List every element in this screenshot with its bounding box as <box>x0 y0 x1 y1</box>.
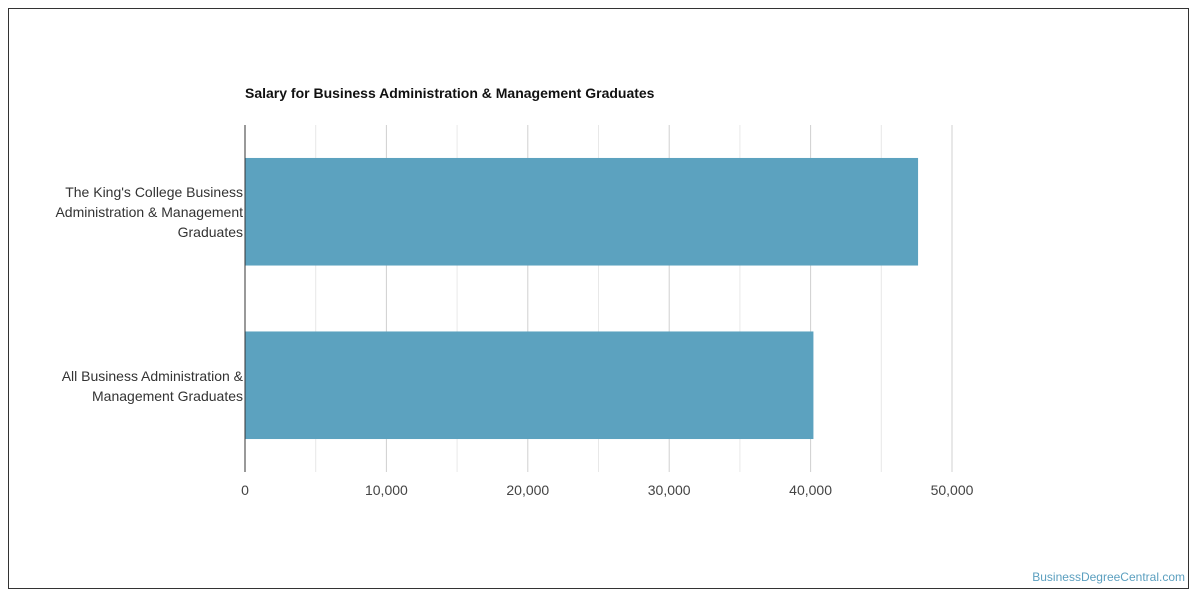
chart-frame <box>8 8 1189 589</box>
x-tick-label: 0 <box>241 482 249 498</box>
x-tick-label: 50,000 <box>930 482 974 498</box>
source-link[interactable]: BusinessDegreeCentral.com <box>1032 570 1185 584</box>
category-label-line: Administration & Management <box>55 204 243 220</box>
category-label-all-graduates: All Business Administration & Management… <box>13 366 243 406</box>
x-tick-label: 10,000 <box>364 482 408 498</box>
x-tick-label: 40,000 <box>789 482 833 498</box>
bar <box>245 157 919 266</box>
category-label-kings-college: The King's College Business Administrati… <box>13 182 243 242</box>
category-label-line: All Business Administration & <box>61 368 243 384</box>
category-label-line: Management Graduates <box>92 388 243 404</box>
category-label-line: The King's College Business <box>65 184 243 200</box>
category-label-line: Graduates <box>177 224 243 240</box>
x-tick-label: 30,000 <box>647 482 691 498</box>
chart-title: Salary for Business Administration & Man… <box>245 85 655 101</box>
bar <box>245 331 814 440</box>
x-tick-label: 20,000 <box>506 482 550 498</box>
